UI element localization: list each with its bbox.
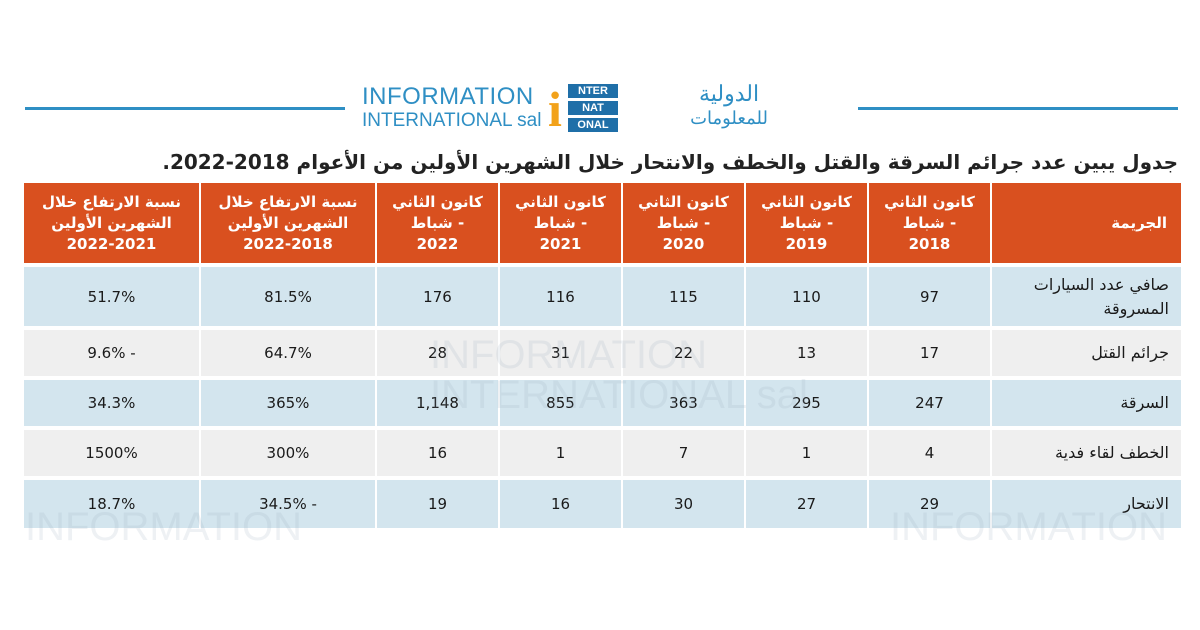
value-cell: 7 — [621, 426, 745, 478]
table-row: صافي عدد السيارات المسروقة 97 110 115 11… — [22, 263, 1181, 328]
header-2021: كانون الثاني - شباط 2021 — [498, 183, 622, 265]
percent-cell: 51.7% — [22, 263, 200, 328]
value-cell: 16 — [375, 426, 499, 478]
percent-cell: 64.7% — [199, 326, 376, 378]
logo-english-text: INFORMATION INTERNATIONAL sal — [362, 84, 541, 132]
header-2018: كانون الثاني - شباط 2018 — [867, 183, 991, 265]
value-cell: 247 — [867, 376, 991, 428]
percent-cell: - 34.5% — [199, 476, 376, 528]
logo-ar-line2: للمعلومات — [690, 108, 768, 129]
value-cell: 116 — [498, 263, 622, 328]
value-cell: 16 — [498, 476, 622, 528]
logo-box-1: NTER — [568, 84, 618, 98]
value-cell: 295 — [744, 376, 868, 428]
logo-box-2: NAT — [568, 101, 618, 115]
header-2022: كانون الثاني - شباط 2022 — [375, 183, 499, 265]
crime-statistics-table: الجريمة كانون الثاني - شباط 2018 كانون ا… — [22, 183, 1181, 528]
percent-cell: 365% — [199, 376, 376, 428]
crime-name-cell: الخطف لقاء فدية — [990, 426, 1181, 478]
value-cell: 115 — [621, 263, 745, 328]
header-rule-right — [858, 107, 1178, 110]
value-cell: 855 — [498, 376, 622, 428]
logo-en-line1: INFORMATION — [362, 83, 534, 110]
table-caption: جدول يبين عدد جرائم السرقة والقتل والخطف… — [162, 150, 1178, 174]
table-row: الانتحار 29 27 30 16 19 - 34.5% 18.7% — [22, 476, 1181, 528]
value-cell: 1 — [744, 426, 868, 478]
logo-en-line2: INTERNATIONAL sal — [362, 110, 542, 131]
table-header-row: الجريمة كانون الثاني - شباط 2018 كانون ا… — [22, 183, 1181, 265]
logo-arabic-text: الدولية للمعلومات — [626, 82, 832, 134]
percent-cell: 81.5% — [199, 263, 376, 328]
value-cell: 30 — [621, 476, 745, 528]
value-cell: 176 — [375, 263, 499, 328]
table-row: الخطف لقاء فدية 4 1 7 1 16 300% 1500% — [22, 426, 1181, 478]
percent-cell: - 9.6% — [22, 326, 200, 378]
header-increase-2018-2022: نسبة الارتفاع خلال الشهرين الأولين 2022-… — [199, 183, 376, 265]
value-cell: 1 — [498, 426, 622, 478]
header-2020: كانون الثاني - شباط 2020 — [621, 183, 745, 265]
value-cell: 4 — [867, 426, 991, 478]
table-row: جرائم القتل 17 13 22 31 28 64.7% - 9.6% — [22, 326, 1181, 378]
value-cell: 97 — [867, 263, 991, 328]
percent-cell: 300% — [199, 426, 376, 478]
crime-name-cell: الانتحار — [990, 476, 1181, 528]
header-rule-left — [25, 107, 345, 110]
value-cell: 13 — [744, 326, 868, 378]
header-2019: كانون الثاني - شباط 2019 — [744, 183, 868, 265]
crime-name-cell: السرقة — [990, 376, 1181, 428]
percent-cell: 1500% — [22, 426, 200, 478]
crime-name-cell: صافي عدد السيارات المسروقة — [990, 263, 1181, 328]
value-cell: 1,148 — [375, 376, 499, 428]
value-cell: 31 — [498, 326, 622, 378]
table-row: السرقة 247 295 363 855 1,148 365% 34.3% — [22, 376, 1181, 428]
information-international-logo: INFORMATION INTERNATIONAL sal i NTER NAT… — [362, 82, 832, 134]
crime-name-cell: جرائم القتل — [990, 326, 1181, 378]
value-cell: 22 — [621, 326, 745, 378]
value-cell: 17 — [867, 326, 991, 378]
logo-i-glyph: i — [548, 81, 562, 137]
value-cell: 27 — [744, 476, 868, 528]
logo-ar-line1: الدولية — [698, 82, 760, 107]
logo-box-3: ONAL — [568, 118, 618, 132]
logo-mark-icon: i NTER NAT ONAL — [548, 82, 618, 134]
header-increase-2021-2022: نسبة الارتفاع خلال الشهرين الأولين 2022-… — [22, 183, 200, 265]
value-cell: 28 — [375, 326, 499, 378]
value-cell: 363 — [621, 376, 745, 428]
header-crime: الجريمة — [990, 183, 1181, 265]
value-cell: 19 — [375, 476, 499, 528]
percent-cell: 18.7% — [22, 476, 200, 528]
value-cell: 110 — [744, 263, 868, 328]
value-cell: 29 — [867, 476, 991, 528]
percent-cell: 34.3% — [22, 376, 200, 428]
